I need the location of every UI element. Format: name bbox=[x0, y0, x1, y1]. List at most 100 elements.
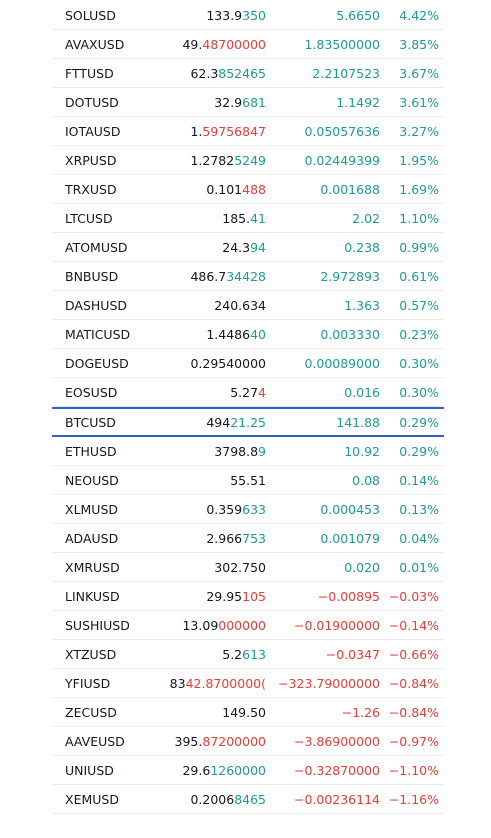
last-price: 185.41 bbox=[170, 204, 266, 232]
watchlist-row-aaveusd[interactable]: AAVEUSD 395.87200000 −3.86900000 −0.97% bbox=[52, 727, 444, 756]
watchlist-row-iotausd[interactable]: IOTAUSD 1.59756847 0.05057636 3.27% bbox=[52, 117, 444, 146]
last-price-stable-digits: 55.51 bbox=[230, 472, 266, 488]
symbol-label: SUSHIUSD bbox=[65, 617, 130, 633]
change-value: 0.08 bbox=[352, 472, 380, 488]
last-price-changed-digits: 5249 bbox=[234, 152, 266, 168]
last-price-changed-digits: 4 bbox=[258, 384, 266, 400]
last-price-changed-digits: 681 bbox=[242, 94, 266, 110]
last-price: 3798.89 bbox=[170, 437, 266, 465]
last-price: 240.634 bbox=[170, 291, 266, 319]
symbol-label: ATOMUSD bbox=[65, 239, 128, 255]
symbol-label: LTCUSD bbox=[65, 210, 113, 226]
last-price: 29.61260000 bbox=[170, 756, 266, 784]
watchlist-row-avaxusd[interactable]: AVAXUSD 49.48700000 1.83500000 3.85% bbox=[52, 30, 444, 59]
last-price-stable-digits: 149.50 bbox=[222, 704, 266, 720]
symbol-label: IOTAUSD bbox=[65, 123, 121, 139]
change-value: 0.016 bbox=[344, 384, 380, 400]
watchlist-row-ltcusd[interactable]: LTCUSD 185.41 2.02 1.10% bbox=[52, 204, 444, 233]
last-price: 0.359633 bbox=[170, 495, 266, 523]
watchlist-row-adausd[interactable]: ADAUSD 2.966753 0.001079 0.04% bbox=[52, 524, 444, 553]
last-price-stable-digits: 5.27 bbox=[230, 384, 259, 400]
last-price-changed-digits: 000000 bbox=[218, 617, 266, 633]
symbol-label: DASHUSD bbox=[65, 297, 127, 313]
watchlist-row-xlmusd[interactable]: XLMUSD 0.359633 0.000453 0.13% bbox=[52, 495, 444, 524]
watchlist-row-dashusd[interactable]: DASHUSD 240.634 1.363 0.57% bbox=[52, 291, 444, 320]
watchlist-row-xemusd[interactable]: XEMUSD 0.20068465 −0.00236114 −1.16% bbox=[52, 785, 444, 814]
last-price-changed-digits: 41 bbox=[250, 210, 266, 226]
watchlist-row-ethusd[interactable]: ETHUSD 3798.89 10.92 0.29% bbox=[52, 437, 444, 466]
watchlist-row-atomusd[interactable]: ATOMUSD 24.394 0.238 0.99% bbox=[52, 233, 444, 262]
last-price-stable-digits: 49. bbox=[182, 36, 203, 52]
last-price: 486.734428 bbox=[170, 262, 266, 290]
change-percent: 0.99% bbox=[399, 239, 439, 255]
watchlist-row-xtzusd[interactable]: XTZUSD 5.2613 −0.0347 −0.66% bbox=[52, 640, 444, 669]
last-price-stable-digits: 0.29540000 bbox=[190, 355, 266, 371]
symbol-label: XMRUSD bbox=[65, 559, 120, 575]
watchlist-row-eosusd[interactable]: EOSUSD 5.274 0.016 0.30% bbox=[52, 378, 444, 407]
symbol-label: AVAXUSD bbox=[65, 36, 125, 52]
watchlist-row-dotusd[interactable]: DOTUSD 32.9681 1.1492 3.61% bbox=[52, 88, 444, 117]
change-percent: 1.10% bbox=[399, 210, 439, 226]
last-price-stable-digits: 0.101 bbox=[206, 181, 243, 197]
change-value: 0.001079 bbox=[320, 530, 380, 546]
symbol-label: MATICUSD bbox=[65, 326, 131, 342]
last-price-changed-digits: 8465 bbox=[234, 791, 266, 807]
last-price: 62.3852465 bbox=[170, 59, 266, 87]
symbol-label: EOSUSD bbox=[65, 384, 118, 400]
change-value: 1.1492 bbox=[336, 94, 380, 110]
last-price: 0.29540000 bbox=[170, 349, 266, 377]
watchlist-row-bnbusd[interactable]: BNBUSD 486.734428 2.972893 0.61% bbox=[52, 262, 444, 291]
last-price-changed-digits: 488 bbox=[242, 181, 266, 197]
last-price-stable-digits: 0.359 bbox=[206, 501, 243, 517]
last-price-changed-digits: 94 bbox=[250, 239, 266, 255]
watchlist-row-dogeusd[interactable]: DOGEUSD 0.29540000 0.00089000 0.30% bbox=[52, 349, 444, 378]
watchlist-row-maticusd[interactable]: MATICUSD 1.448640 0.003330 0.23% bbox=[52, 320, 444, 349]
watchlist-row-xmrusd[interactable]: XMRUSD 302.750 0.020 0.01% bbox=[52, 553, 444, 582]
change-value: 0.00089000 bbox=[304, 355, 380, 371]
change-value: 0.001688 bbox=[320, 181, 380, 197]
change-value: −0.01900000 bbox=[293, 617, 380, 633]
last-price-stable-digits: 1.4486 bbox=[206, 326, 251, 342]
last-price: 1.27825249 bbox=[170, 146, 266, 174]
watchlist-row-neousd[interactable]: NEOUSD 55.51 0.08 0.14% bbox=[52, 466, 444, 495]
last-price-changed-digits: 21.25 bbox=[230, 414, 266, 430]
last-price-changed-digits: 9 bbox=[258, 443, 266, 459]
watchlist-row-linkusd[interactable]: LINKUSD 29.95105 −0.00895 −0.03% bbox=[52, 582, 444, 611]
change-value: 1.83500000 bbox=[304, 36, 380, 52]
change-value: 0.000453 bbox=[320, 501, 380, 517]
change-value: −323.79000000 bbox=[278, 675, 380, 691]
symbol-label: XRPUSD bbox=[65, 152, 117, 168]
last-price: 1.448640 bbox=[170, 320, 266, 348]
change-value: 0.020 bbox=[344, 559, 380, 575]
watchlist-row-solusd[interactable]: SOLUSD 133.9350 5.6650 4.42% bbox=[52, 1, 444, 30]
symbol-label: NEOUSD bbox=[65, 472, 119, 488]
last-price-stable-digits: 0.2006 bbox=[190, 791, 235, 807]
change-percent: 0.57% bbox=[399, 297, 439, 313]
watchlist-row-uniusd[interactable]: UNIUSD 29.61260000 −0.32870000 −1.10% bbox=[52, 756, 444, 785]
watchlist-row-fttusd[interactable]: FTTUSD 62.3852465 2.2107523 3.67% bbox=[52, 59, 444, 88]
last-price-changed-digits: 852465 bbox=[218, 65, 266, 81]
last-price-stable-digits: 494 bbox=[206, 414, 231, 430]
change-percent: 1.95% bbox=[399, 152, 439, 168]
watchlist-row-sushiusd[interactable]: SUSHIUSD 13.09000000 −0.01900000 −0.14% bbox=[52, 611, 444, 640]
change-percent: −1.10% bbox=[388, 762, 439, 778]
change-value: −1.26 bbox=[341, 704, 380, 720]
watchlist-row-trxusd[interactable]: TRXUSD 0.101488 0.001688 1.69% bbox=[52, 175, 444, 204]
last-price: 5.274 bbox=[170, 378, 266, 406]
last-price-stable-digits: 240.634 bbox=[214, 297, 266, 313]
last-price-changed-digits: 753 bbox=[242, 530, 266, 546]
change-percent: −0.66% bbox=[388, 646, 439, 662]
change-percent: 0.13% bbox=[399, 501, 439, 517]
change-percent: 0.23% bbox=[399, 326, 439, 342]
change-value: 2.972893 bbox=[320, 268, 380, 284]
last-price: 29.95105 bbox=[170, 582, 266, 610]
watchlist-row-xrpusd[interactable]: XRPUSD 1.27825249 0.02449399 1.95% bbox=[52, 146, 444, 175]
change-value: −0.00895 bbox=[317, 588, 380, 604]
symbol-label: AAVEUSD bbox=[65, 733, 125, 749]
watchlist-row-yfiusd[interactable]: YFIUSD 38342.8700000(−323.79000000 −0.84% bbox=[52, 669, 444, 698]
watchlist-row-zecusd[interactable]: ZECUSD 149.50 −1.26 −0.84% bbox=[52, 698, 444, 727]
last-price: 24.394 bbox=[170, 233, 266, 261]
watchlist-row-btcusd[interactable]: BTCUSD 49421.25 141.88 0.29% bbox=[52, 407, 444, 437]
last-price-stable-digits: 395. bbox=[174, 733, 203, 749]
last-price-changed-digits: 59756847 bbox=[202, 123, 266, 139]
